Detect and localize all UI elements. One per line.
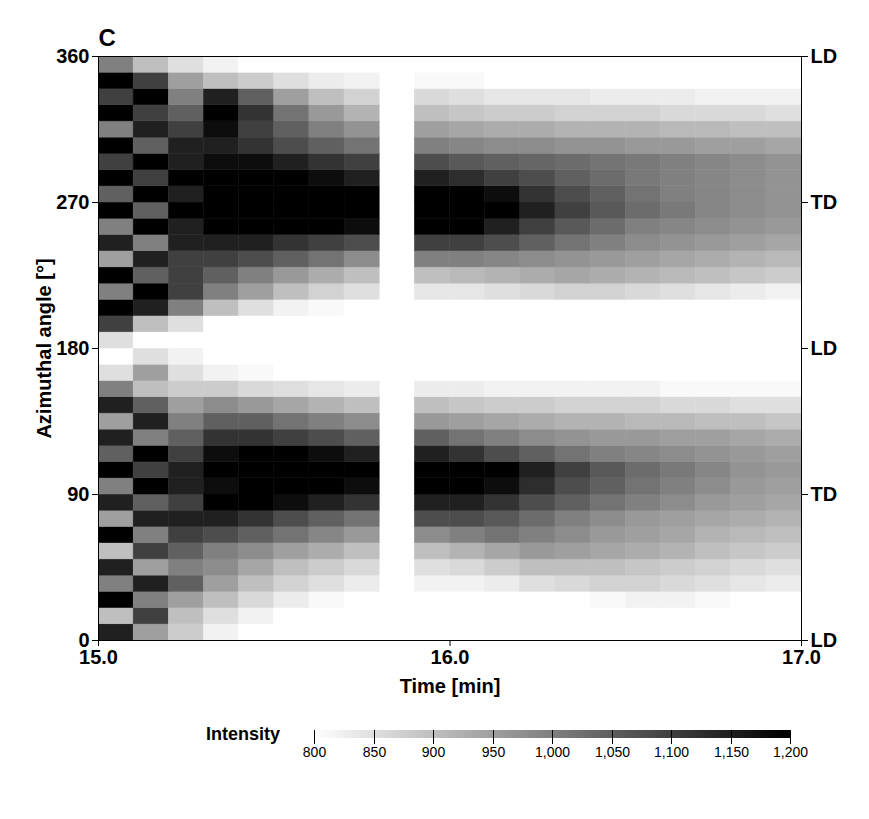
- svg-text:1,100: 1,100: [654, 744, 689, 760]
- svg-text:180: 180: [56, 337, 89, 359]
- svg-text:Azimuthal angle [°]: Azimuthal angle [°]: [33, 258, 55, 438]
- svg-text:800: 800: [303, 744, 327, 760]
- html-text:Intensity: Intensity: [206, 724, 280, 744]
- svg-text:1,050: 1,050: [595, 744, 630, 760]
- svg-text:900: 900: [422, 744, 446, 760]
- svg-text:TD: TD: [811, 483, 838, 505]
- svg-text:17.0: 17.0: [782, 645, 821, 668]
- svg-text:Time [min]: Time [min]: [400, 675, 501, 697]
- svg-text:15.0: 15.0: [79, 645, 118, 668]
- svg-text:C: C: [99, 24, 116, 51]
- svg-text:LD: LD: [811, 337, 838, 359]
- svg-text:TD: TD: [811, 191, 838, 213]
- svg-text:950: 950: [482, 744, 506, 760]
- svg-text:1,150: 1,150: [714, 744, 749, 760]
- svg-text:LD: LD: [811, 629, 838, 651]
- svg-text:LD: LD: [811, 45, 838, 67]
- svg-text:16.0: 16.0: [431, 646, 470, 668]
- svg-text:360: 360: [56, 45, 89, 67]
- svg-text:1,000: 1,000: [535, 744, 570, 760]
- svg-text:270: 270: [56, 191, 89, 213]
- svg-text:850: 850: [363, 744, 387, 760]
- svg-text:90: 90: [67, 483, 89, 505]
- svg-text:1,200: 1,200: [773, 744, 808, 760]
- svg-text:0: 0: [78, 629, 89, 651]
